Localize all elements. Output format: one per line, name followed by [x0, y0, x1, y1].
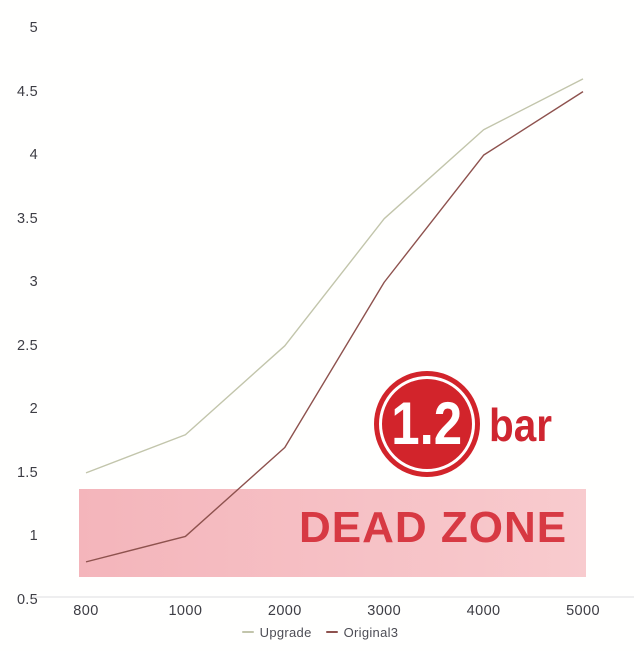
- x-tick-label: 1000: [168, 603, 203, 619]
- badge-unit: bar: [489, 399, 553, 451]
- y-tick-label: 4.5: [16, 83, 38, 100]
- legend-label: Upgrade: [259, 624, 312, 640]
- legend-marker: [325, 631, 338, 633]
- x-tick-label: 2000: [267, 603, 302, 619]
- y-tick-label: 3.5: [16, 210, 38, 227]
- y-tick-label: 5: [29, 20, 38, 37]
- legend-marker: [241, 631, 254, 633]
- legend-item-upgrade[interactable]: Upgrade: [241, 624, 312, 640]
- y-tick-label: 2: [29, 401, 38, 418]
- pressure-badge: 1.2: [374, 371, 480, 477]
- dead-zone-label: DEAD ZONE: [299, 503, 568, 552]
- y-tick-label: 1: [29, 528, 38, 545]
- series-line-original3: [85, 91, 584, 563]
- x-tick-label: 5000: [566, 603, 600, 619]
- legend-item-original3[interactable]: Original3: [325, 624, 399, 640]
- x-tick-label: 3000: [367, 603, 402, 619]
- badge-inner-ring: [379, 376, 475, 472]
- y-tick-label: 2.5: [16, 337, 38, 354]
- y-tick-label: 4: [29, 147, 38, 164]
- dead-zone-band: [79, 489, 586, 578]
- legend-label: Original3: [343, 624, 399, 640]
- x-tick-label: 800: [73, 603, 99, 619]
- y-tick-label: 0.5: [16, 592, 38, 608]
- x-tick-label: 4000: [466, 603, 501, 619]
- badge-value: 1.2: [391, 390, 463, 457]
- y-tick-label: 3: [29, 274, 38, 291]
- series-line-upgrade: [85, 78, 584, 474]
- chart-legend: Upgrade Original3: [0, 622, 640, 642]
- y-tick-label: 1.5: [16, 464, 38, 481]
